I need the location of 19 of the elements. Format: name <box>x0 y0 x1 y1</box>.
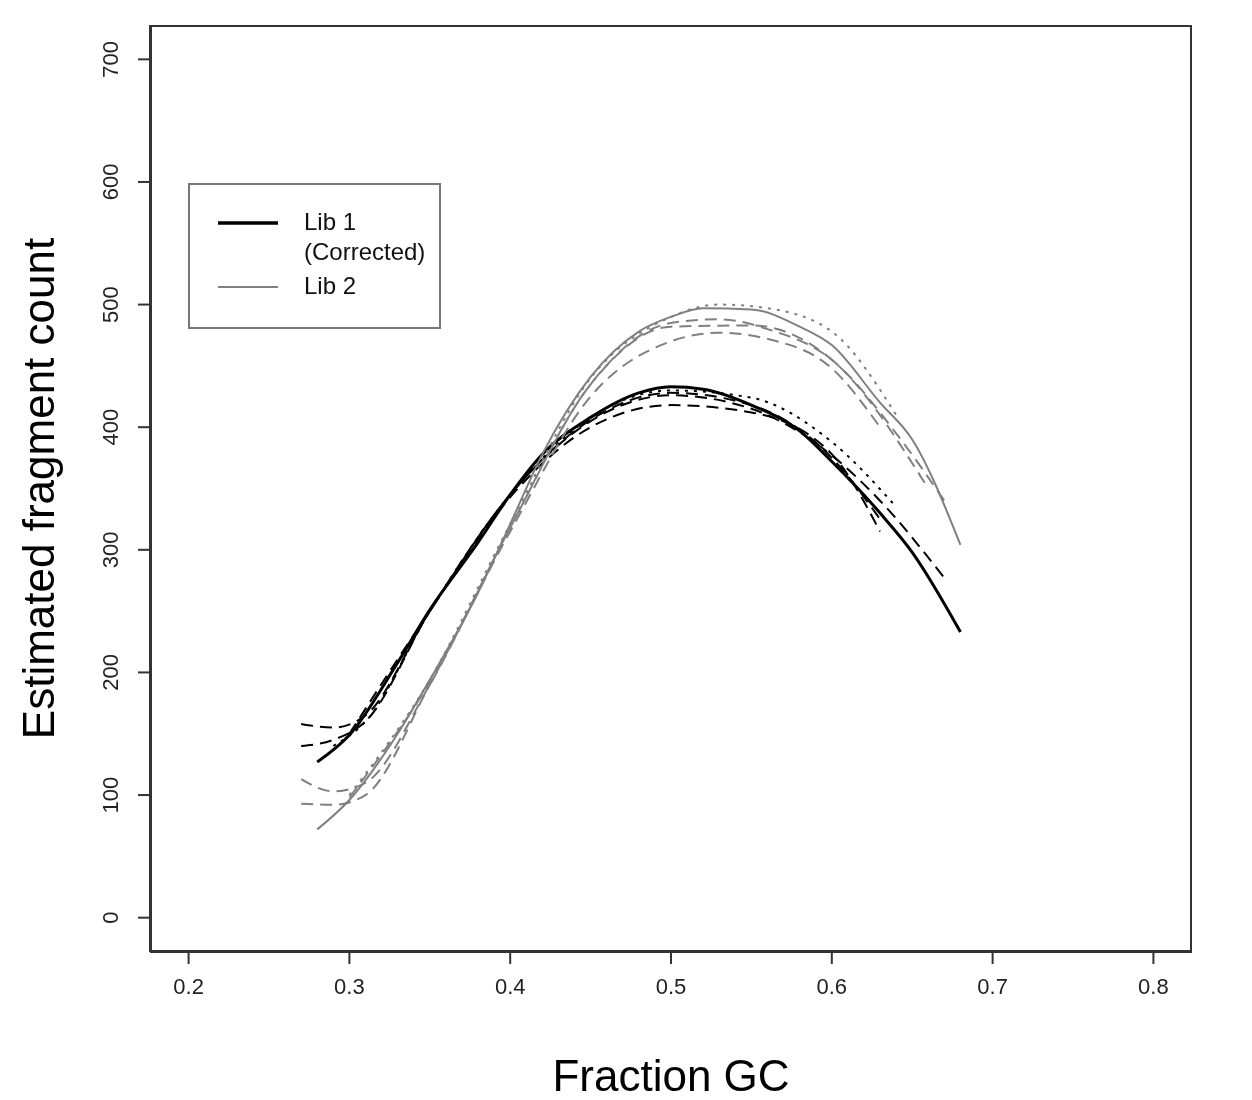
x-tick-label: 0.3 <box>334 973 365 999</box>
y-tick-label: 200 <box>98 654 123 691</box>
y-axis-title: Estimated fragment count <box>13 237 63 740</box>
legend-label: Lib 2 <box>304 271 357 301</box>
y-tick-label: 600 <box>98 163 123 201</box>
x-tick-label: 0.8 <box>1138 973 1169 999</box>
y-tick-label: 0 <box>98 911 123 924</box>
x-tick-label: 0.2 <box>173 973 204 999</box>
y-tick-label: 100 <box>98 776 123 814</box>
x-tick-label: 0.4 <box>494 973 526 999</box>
y-tick-label: 300 <box>98 531 123 569</box>
y-tick-label: 400 <box>98 408 123 446</box>
x-tick-label: 0.6 <box>816 973 848 999</box>
y-tick-label: 500 <box>98 286 123 323</box>
legend-label: Lib 1 (Corrected) <box>304 207 426 267</box>
x-axis-title: Fraction GC <box>552 1051 790 1100</box>
y-tick-label: 700 <box>98 40 123 78</box>
x-tick-label: 0.7 <box>977 973 1008 999</box>
x-tick-label: 0.5 <box>655 973 687 999</box>
